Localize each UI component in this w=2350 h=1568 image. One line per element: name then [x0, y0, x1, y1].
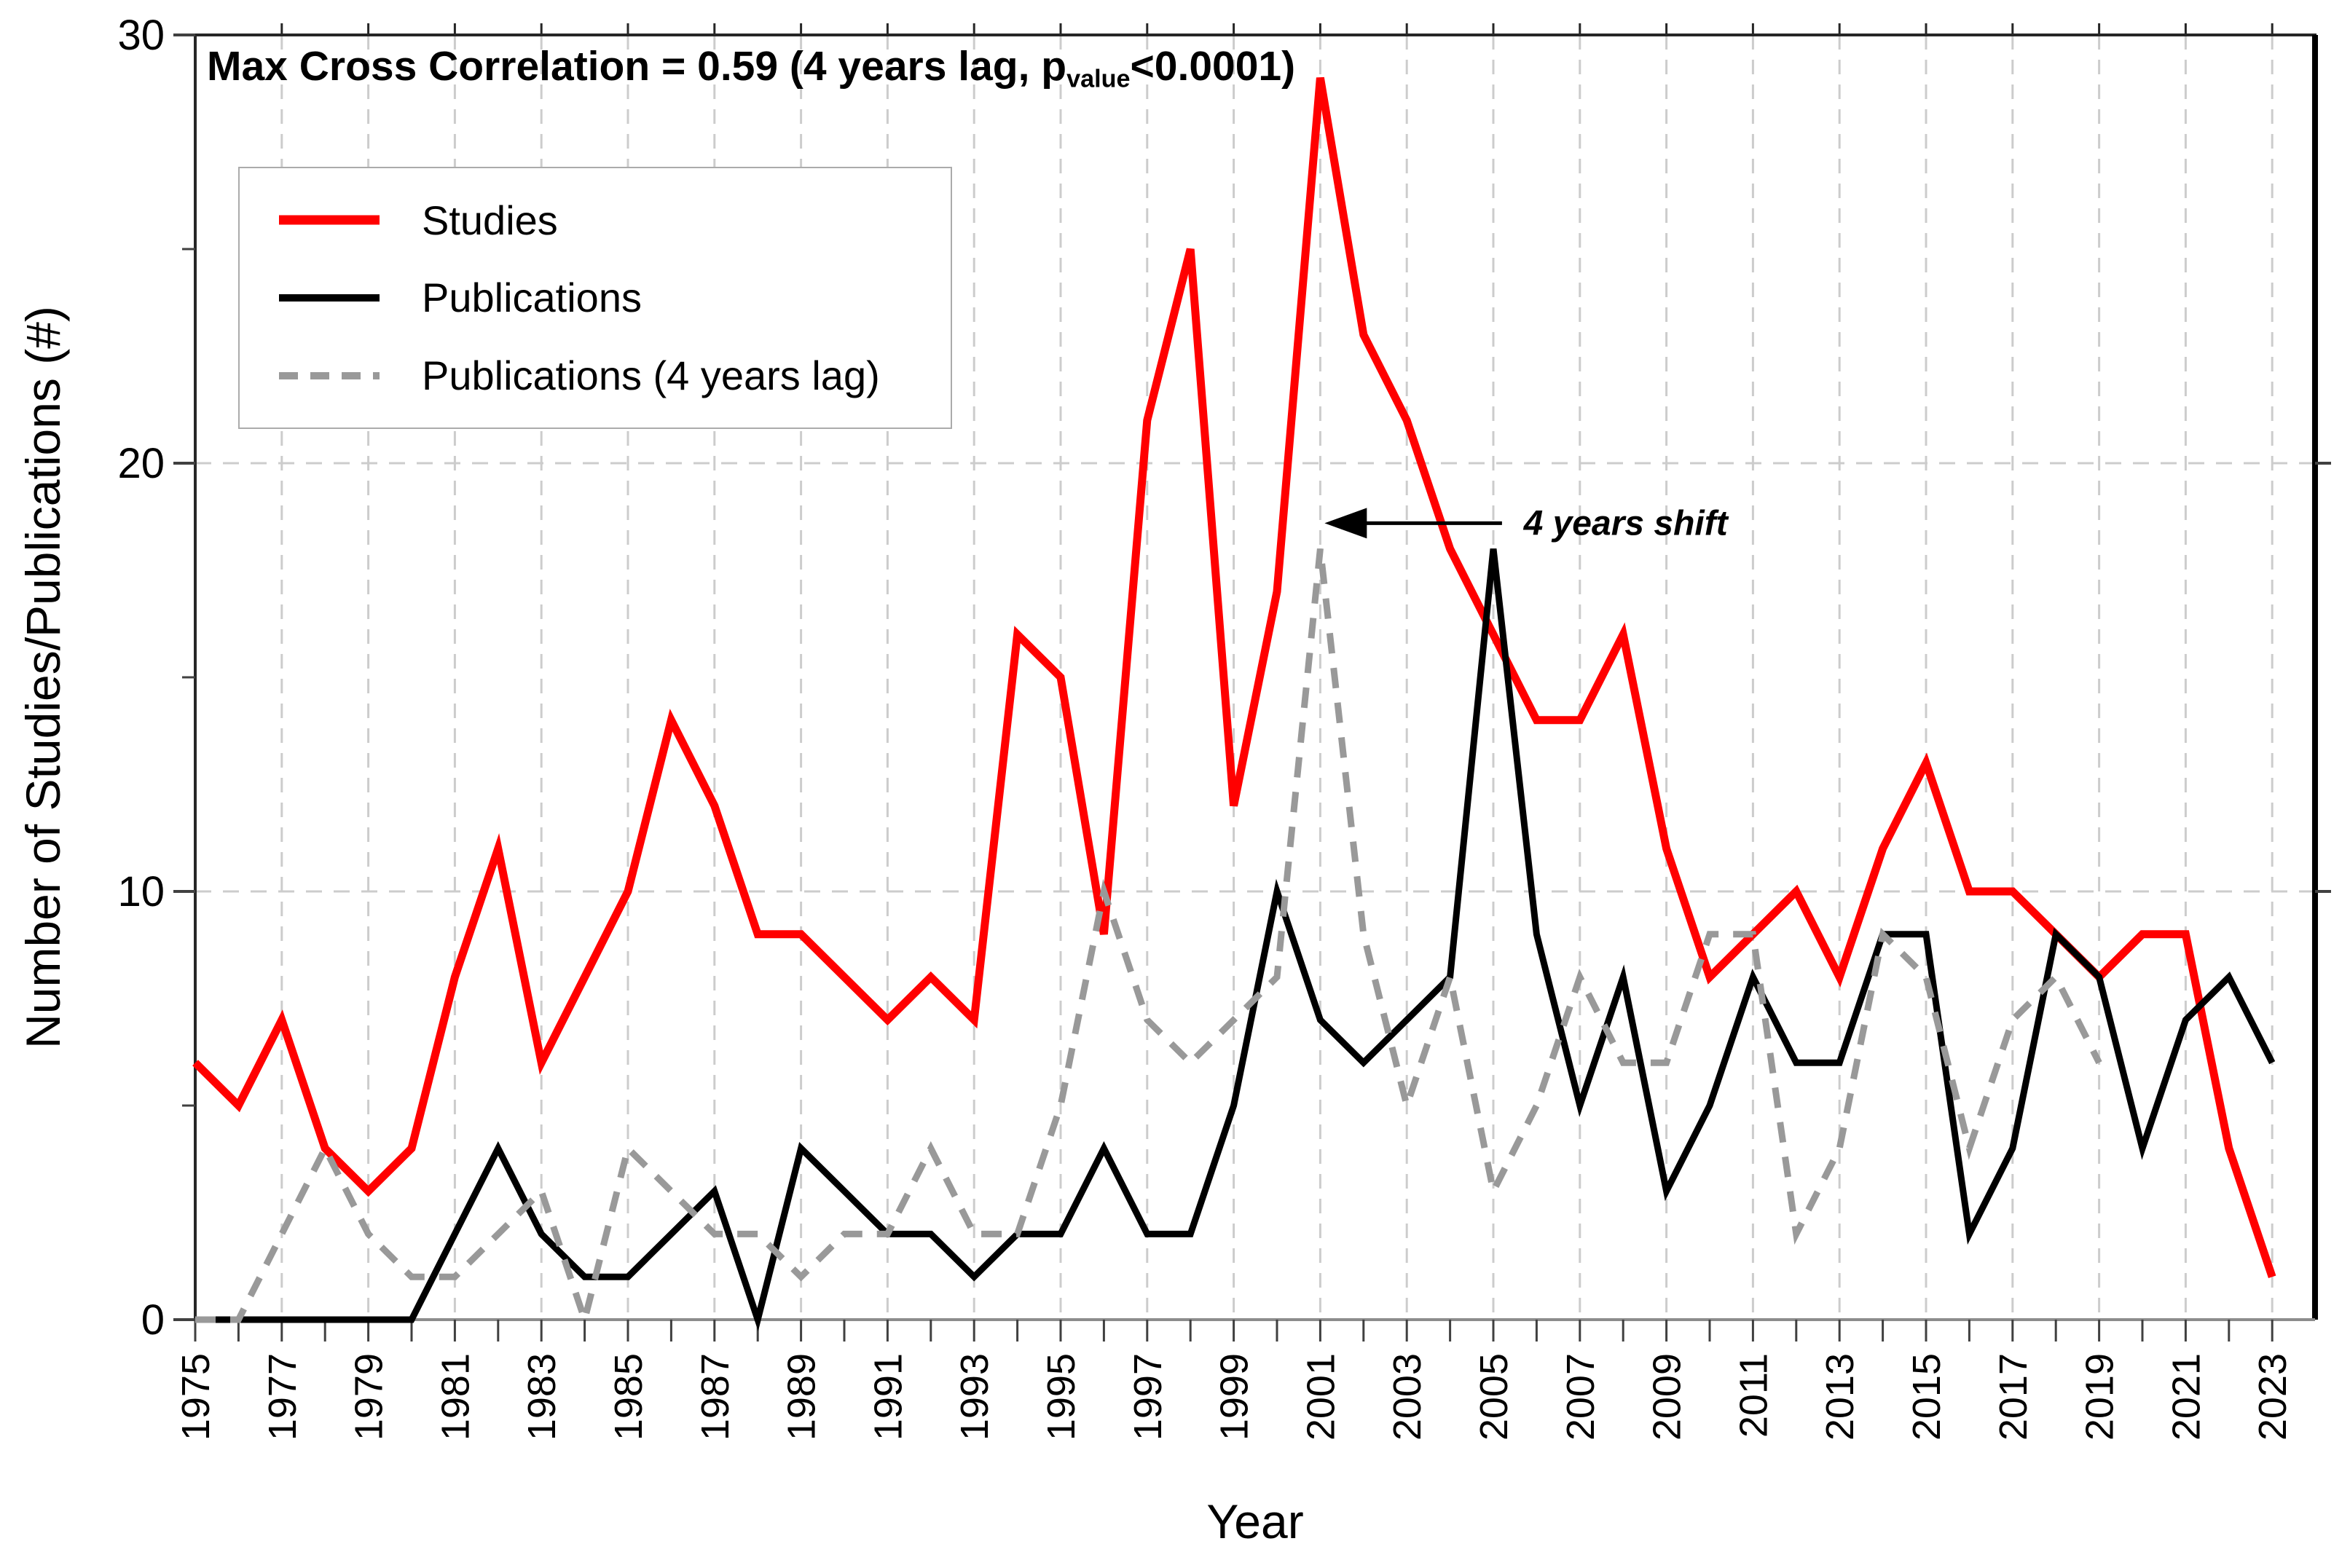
legend-item-studies: Studies [275, 197, 936, 244]
x-tick-label-1991: 1991 [866, 1353, 910, 1441]
x-tick-label-1981: 1981 [433, 1353, 477, 1441]
chart-title-tail: <0.0001) [1130, 43, 1296, 90]
x-tick-label-2007: 2007 [1559, 1353, 1603, 1441]
chart-title-subscript: value [1066, 65, 1131, 93]
legend-item-publications-4-years-lag: Publications (4 years lag) [275, 352, 936, 399]
x-tick-label-2013: 2013 [1818, 1353, 1862, 1441]
x-tick-label-2005: 2005 [1472, 1353, 1516, 1441]
x-tick-label-2015: 2015 [1905, 1353, 1949, 1441]
x-tick-label-1975: 1975 [174, 1353, 218, 1441]
x-tick-label-2009: 2009 [1646, 1353, 1689, 1441]
annotation-label: 4 years shift [1523, 504, 1729, 543]
x-tick-label-1995: 1995 [1040, 1353, 1083, 1441]
legend-line-swatch-icon [279, 215, 380, 225]
x-tick-label-2011: 2011 [1732, 1353, 1775, 1438]
axis-ticks [173, 23, 2331, 1342]
chart-title: Max Cross Correlation = 0.59 (4 years la… [207, 42, 1295, 94]
series-studies [192, 76, 2276, 1278]
y-tick-label-30: 30 [117, 12, 165, 59]
annotation: 4 years shift [1324, 504, 1729, 543]
x-tick-label-1985: 1985 [607, 1353, 651, 1441]
legend-line-swatch-icon [279, 371, 380, 379]
y-axis-title: Number of Studies/Publications (#) [16, 306, 70, 1049]
legend-line-swatch-icon [279, 293, 380, 302]
x-tick-label-1997: 1997 [1126, 1353, 1170, 1441]
legend-label: Publications [422, 275, 642, 321]
series-publications [195, 548, 2276, 1331]
x-tick-label-2003: 2003 [1386, 1353, 1429, 1441]
x-tick-label-1993: 1993 [953, 1353, 997, 1441]
x-tick-label-1989: 1989 [780, 1353, 824, 1441]
y-tick-label-10: 10 [117, 868, 165, 915]
y-tick-label-0: 0 [141, 1296, 165, 1344]
legend: Studies Publications Publications (4 years… [238, 167, 952, 429]
x-tick-label-1999: 1999 [1213, 1353, 1257, 1441]
legend-label: Studies [422, 197, 558, 243]
legend-item-publications: Publications [275, 274, 936, 321]
x-tick-label-1977: 1977 [261, 1353, 304, 1441]
y-tick-labels: 0 10 20 30 [117, 12, 165, 1344]
x-tick-labels: 1975 1977 1979 1981 1983 1985 1987 1989 1991 1993… [174, 1353, 2295, 1441]
x-tick-label-2021: 2021 [2164, 1353, 2208, 1441]
data-series [192, 76, 2276, 1331]
annotation-arrowhead-icon [1324, 508, 1367, 539]
x-tick-label-1983: 1983 [520, 1353, 564, 1441]
x-tick-label-2001: 2001 [1299, 1353, 1343, 1441]
legend-label: Publications (4 years lag) [422, 352, 880, 399]
series-publications-4-years-lag [195, 548, 2102, 1331]
x-tick-label-2019: 2019 [2078, 1353, 2122, 1441]
x-tick-label-1979: 1979 [347, 1353, 391, 1441]
x-tick-label-2017: 2017 [1992, 1353, 2035, 1441]
x-axis-title: Year [1206, 1494, 1303, 1548]
x-tick-label-1987: 1987 [693, 1353, 737, 1441]
chart-title-main: Max Cross Correlation = 0.59 (4 years la… [207, 43, 1067, 90]
x-tick-label-2023: 2023 [2251, 1353, 2295, 1441]
y-tick-label-20: 20 [117, 440, 165, 487]
